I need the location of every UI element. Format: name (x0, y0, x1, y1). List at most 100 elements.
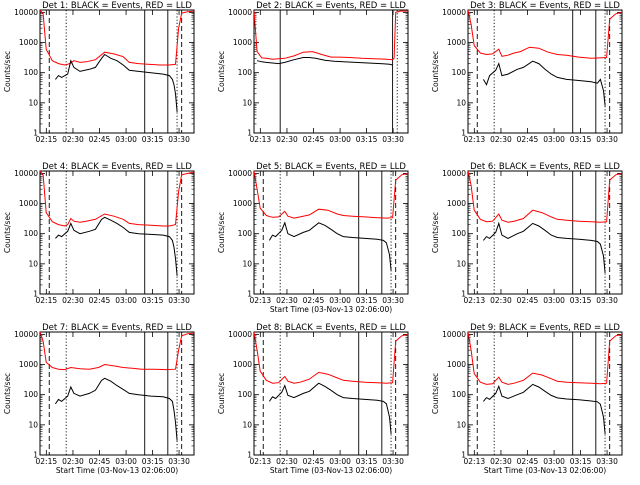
x-tick-label: 03:15 (356, 296, 378, 305)
y-axis-label: Counts/sec (431, 373, 440, 414)
x-tick-label: 02:30 (490, 296, 512, 305)
plot-title: Det 1: BLACK = Events, RED = LLD (42, 1, 192, 11)
y-tick-label: 10000 (228, 169, 252, 178)
x-axis-label: Start Time (03-Nov-13 02:06:00) (270, 466, 392, 475)
y-tick-label: 1 (247, 290, 252, 299)
y-tick-label: 10000 (14, 8, 38, 17)
x-tick-label: 02:13 (464, 135, 486, 144)
x-tick-label: 03:30 (168, 457, 190, 466)
y-tick-label: 10000 (228, 330, 252, 339)
events-rate-line (483, 221, 606, 273)
x-tick-label: 02:45 (303, 457, 325, 466)
plot-panel-3: Det 3: BLACK = Events, RED = LLD 1 10 100 10… (431, 1, 623, 144)
x-tick-label: 02:30 (490, 457, 512, 466)
y-tick-label: 10000 (442, 8, 466, 17)
x-tick-label: 02:13 (250, 135, 272, 144)
x-tick-label: 02:45 (89, 135, 111, 144)
plot-panel-4: Det 4: BLACK = Events, RED = LLD 1 10 100 10… (3, 162, 195, 305)
y-tick-label: 10000 (442, 330, 466, 339)
y-tick-label: 1 (33, 129, 38, 138)
events-rate-line (268, 221, 392, 271)
y-tick-label: 10 (456, 259, 466, 268)
plot-frame (467, 331, 623, 456)
x-tick-label: 03:15 (356, 135, 378, 144)
lld-rate-line (254, 10, 408, 61)
events-rate-line (482, 60, 606, 106)
x-tick-label: 03:00 (329, 296, 351, 305)
x-tick-label: 03:00 (115, 457, 137, 466)
x-tick-label: 03:15 (570, 296, 592, 305)
lld-rate-line (468, 332, 622, 385)
x-tick-label: 02:30 (62, 135, 84, 144)
y-tick-label: 100 (238, 390, 253, 399)
lld-rate-line (40, 171, 194, 227)
y-tick-label: 10 (456, 420, 466, 429)
lld-rate-line (40, 332, 194, 371)
plot-title: Det 3: BLACK = Events, RED = LLD (470, 1, 620, 11)
x-tick-label: 02:15 (36, 457, 58, 466)
y-axis-label: Counts/sec (431, 51, 440, 92)
y-tick-label: 1000 (447, 38, 466, 47)
y-tick-label: 1000 (233, 360, 252, 369)
plot-title: Det 5: BLACK = Events, RED = LLD (256, 162, 406, 172)
x-tick-label: 03:15 (570, 457, 592, 466)
lld-rate-line (254, 171, 408, 219)
y-tick-label: 1000 (19, 38, 38, 47)
y-tick-label: 1 (461, 290, 466, 299)
y-tick-label: 10 (242, 259, 252, 268)
y-axis-label: Counts/sec (217, 373, 226, 414)
y-tick-label: 10 (28, 420, 38, 429)
y-tick-label: 1000 (233, 199, 252, 208)
y-tick-label: 1 (461, 129, 466, 138)
x-tick-label: 02:45 (517, 296, 539, 305)
events-rate-line (268, 382, 392, 434)
x-tick-label: 03:15 (356, 457, 378, 466)
y-tick-label: 10 (242, 98, 252, 107)
plot-panel-1: Det 1: BLACK = Events, RED = LLD 1 10 100 10… (3, 1, 195, 144)
lld-rate-line (40, 10, 194, 66)
y-axis-label: Counts/sec (217, 212, 226, 253)
x-axis-label: Start Time (03-Nov-13 02:06:00) (484, 466, 606, 475)
plot-title: Det 9: BLACK = Events, RED = LLD (470, 323, 620, 333)
y-tick-label: 100 (452, 229, 467, 238)
x-tick-label: 02:30 (62, 296, 84, 305)
y-axis-label: Counts/sec (3, 51, 12, 92)
events-rate-line (483, 383, 606, 434)
plot-frame (467, 170, 623, 295)
y-tick-label: 1000 (19, 360, 38, 369)
x-tick-label: 03:00 (329, 135, 351, 144)
x-tick-label: 02:30 (276, 457, 298, 466)
x-tick-label: 02:13 (250, 296, 272, 305)
x-tick-label: 03:00 (115, 296, 137, 305)
x-tick-label: 02:13 (464, 457, 486, 466)
y-tick-label: 100 (238, 229, 253, 238)
x-axis-label: Start Time (03-Nov-13 02:06:00) (270, 305, 392, 314)
lld-rate-line (468, 171, 622, 223)
x-tick-label: 02:45 (303, 135, 325, 144)
y-tick-label: 10000 (442, 169, 466, 178)
plot-title: Det 4: BLACK = Events, RED = LLD (42, 162, 192, 172)
y-tick-label: 100 (452, 68, 467, 77)
plot-panel-2: Det 2: BLACK = Events, RED = LLD 1 10 100 10… (217, 1, 409, 144)
y-tick-label: 1 (461, 451, 466, 460)
x-tick-label: 03:15 (570, 135, 592, 144)
plot-frame (467, 9, 623, 134)
plot-frame (253, 170, 409, 295)
x-tick-label: 03:00 (543, 296, 565, 305)
events-rate-line (55, 216, 178, 276)
x-tick-label: 03:00 (115, 135, 137, 144)
y-tick-label: 100 (238, 68, 253, 77)
x-axis-label: Start Time (03-Nov-13 02:06:00) (56, 466, 178, 475)
plot-frame (253, 331, 409, 456)
x-tick-label: 03:00 (543, 457, 565, 466)
x-tick-label: 02:15 (36, 296, 58, 305)
x-tick-label: 02:13 (464, 296, 486, 305)
plot-frame (253, 9, 409, 134)
y-axis-label: Counts/sec (431, 212, 440, 253)
y-tick-label: 100 (452, 390, 467, 399)
x-tick-label: 03:15 (142, 135, 164, 144)
plot-frame (39, 170, 195, 295)
y-axis-label: Counts/sec (3, 212, 12, 253)
y-tick-label: 10 (28, 98, 38, 107)
